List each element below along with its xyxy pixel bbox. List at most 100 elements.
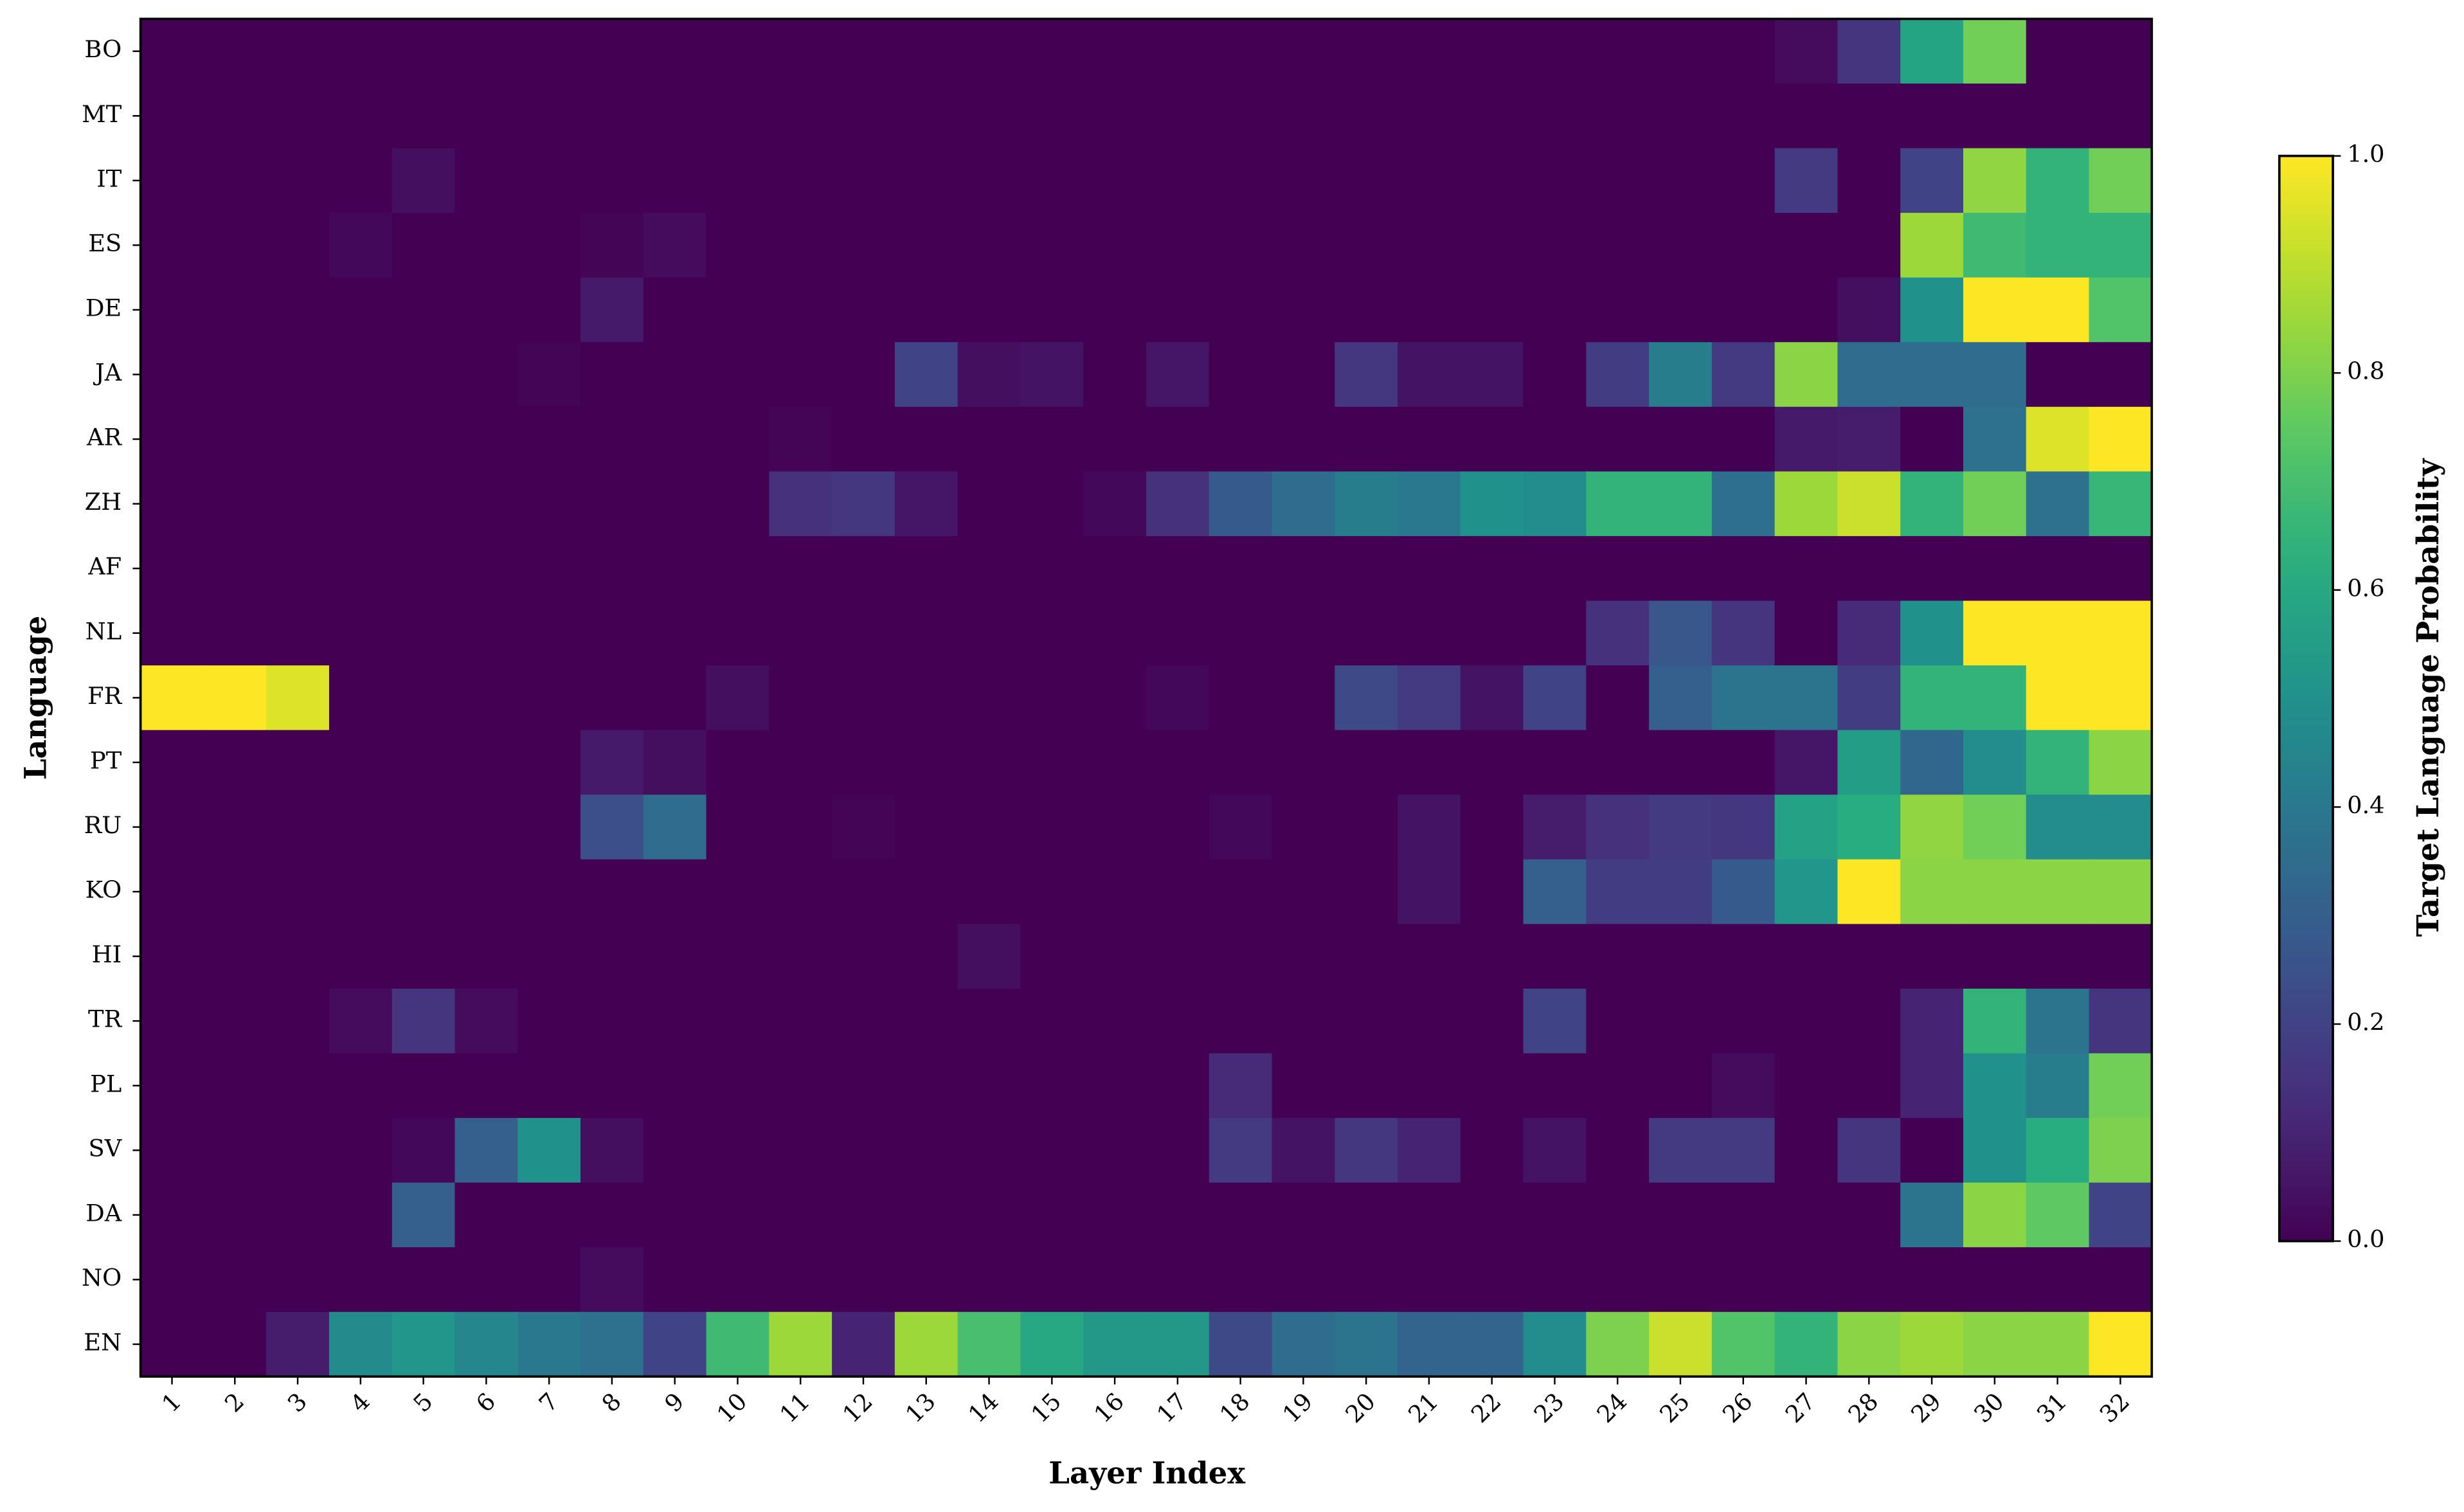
heatmap-cell: [769, 406, 833, 473]
y-tick-label: IT: [96, 165, 122, 192]
heatmap-cell: [454, 795, 519, 861]
heatmap-cell: [2026, 342, 2090, 408]
heatmap-cell: [706, 665, 770, 732]
heatmap-cell: [1649, 277, 1713, 343]
heatmap-cell: [1523, 1311, 1587, 1378]
x-tick-label: 18: [1214, 1387, 1255, 1428]
heatmap-cell: [1837, 1182, 1902, 1248]
heatmap-cell: [957, 988, 1021, 1054]
heatmap-cell: [1272, 600, 1336, 667]
heatmap-cell: [1586, 536, 1650, 602]
heatmap-cell: [643, 148, 708, 214]
heatmap-cell: [328, 1118, 393, 1184]
heatmap-cell: [1398, 19, 1462, 85]
heatmap-cell: [1711, 1311, 1776, 1378]
heatmap-cell: [769, 859, 833, 925]
heatmap-cell: [140, 795, 204, 861]
heatmap-cell: [957, 924, 1021, 990]
heatmap-cell: [1083, 19, 1147, 85]
heatmap-cell: [1335, 1182, 1399, 1248]
heatmap-cell: [1209, 1118, 1273, 1184]
heatmap-cell: [832, 1053, 896, 1119]
heatmap-cell: [1837, 342, 1902, 408]
heatmap-cells: [140, 19, 2153, 1378]
heatmap-cell: [1586, 83, 1650, 150]
heatmap-cell: [957, 19, 1021, 85]
heatmap-cell: [266, 471, 330, 537]
y-tick-label: DE: [85, 294, 121, 321]
heatmap-cell: [894, 730, 959, 796]
heatmap-cell: [1900, 795, 1965, 861]
heatmap-cell: [957, 406, 1021, 473]
heatmap-cell: [266, 19, 330, 85]
heatmap-cell: [1083, 148, 1147, 214]
heatmap-cell: [1398, 83, 1462, 150]
heatmap-cell: [1963, 83, 2028, 150]
heatmap-cell: [1020, 859, 1084, 925]
heatmap-cell: [832, 536, 896, 602]
heatmap-cell: [894, 83, 959, 150]
heatmap-cell: [1209, 924, 1273, 990]
heatmap-cell: [1272, 471, 1336, 537]
heatmap-cell: [1774, 988, 1839, 1054]
heatmap-cell: [266, 988, 330, 1054]
heatmap-cell: [1460, 536, 1525, 602]
heatmap-cell: [1774, 148, 1839, 214]
heatmap-cell: [1963, 665, 2028, 732]
heatmap-cell: [894, 1053, 959, 1119]
heatmap-cell: [894, 536, 959, 602]
heatmap-cell: [1711, 1053, 1776, 1119]
heatmap-cell: [1523, 859, 1587, 925]
heatmap-cell: [1020, 277, 1084, 343]
y-tick-label: JA: [93, 359, 122, 386]
heatmap-cell: [832, 859, 896, 925]
heatmap-cell: [140, 988, 204, 1054]
heatmap-cell: [2026, 795, 2090, 861]
heatmap-cell: [1900, 1118, 1965, 1184]
heatmap-cell: [894, 924, 959, 990]
heatmap-cell: [832, 406, 896, 473]
heatmap-cell: [1586, 665, 1650, 732]
heatmap-cell: [1711, 924, 1776, 990]
heatmap-cell: [1963, 1118, 2028, 1184]
heatmap-cell: [580, 277, 645, 343]
heatmap-cell: [1398, 1311, 1462, 1378]
heatmap-cell: [957, 83, 1021, 150]
heatmap-cell: [957, 342, 1021, 408]
heatmap-cell: [1523, 730, 1587, 796]
heatmap-cell: [454, 1182, 519, 1248]
heatmap-cell: [203, 1053, 267, 1119]
heatmap-cell: [1209, 148, 1273, 214]
heatmap-cell: [391, 536, 456, 602]
heatmap-cell: [1020, 213, 1084, 279]
heatmap-cell: [706, 1247, 770, 1313]
heatmap-cell: [2026, 19, 2090, 85]
heatmap-cell: [643, 795, 708, 861]
heatmap-cell: [957, 277, 1021, 343]
heatmap-cell: [1774, 406, 1839, 473]
heatmap-cell: [2089, 277, 2153, 343]
heatmap-cell: [1460, 665, 1525, 732]
heatmap-cell: [328, 988, 393, 1054]
heatmap-cell: [517, 1247, 582, 1313]
heatmap-cell: [1523, 342, 1587, 408]
heatmap-cell: [203, 536, 267, 602]
heatmap-cell: [643, 536, 708, 602]
heatmap-cell: [1523, 1118, 1587, 1184]
heatmap-cell: [643, 924, 708, 990]
heatmap-cell: [769, 1311, 833, 1378]
heatmap-cell: [1586, 471, 1650, 537]
heatmap-cell: [1020, 988, 1084, 1054]
heatmap-cell: [1146, 1182, 1210, 1248]
heatmap-cell: [643, 213, 708, 279]
heatmap-cell: [140, 1311, 204, 1378]
heatmap-cell: [517, 1053, 582, 1119]
heatmap-cell: [1523, 536, 1587, 602]
heatmap-cell: [517, 795, 582, 861]
heatmap-cell: [1398, 406, 1462, 473]
heatmap-cell: [203, 665, 267, 732]
heatmap-cell: [391, 665, 456, 732]
heatmap-cell: [2089, 406, 2153, 473]
heatmap-cell: [391, 795, 456, 861]
heatmap-cell: [580, 665, 645, 732]
